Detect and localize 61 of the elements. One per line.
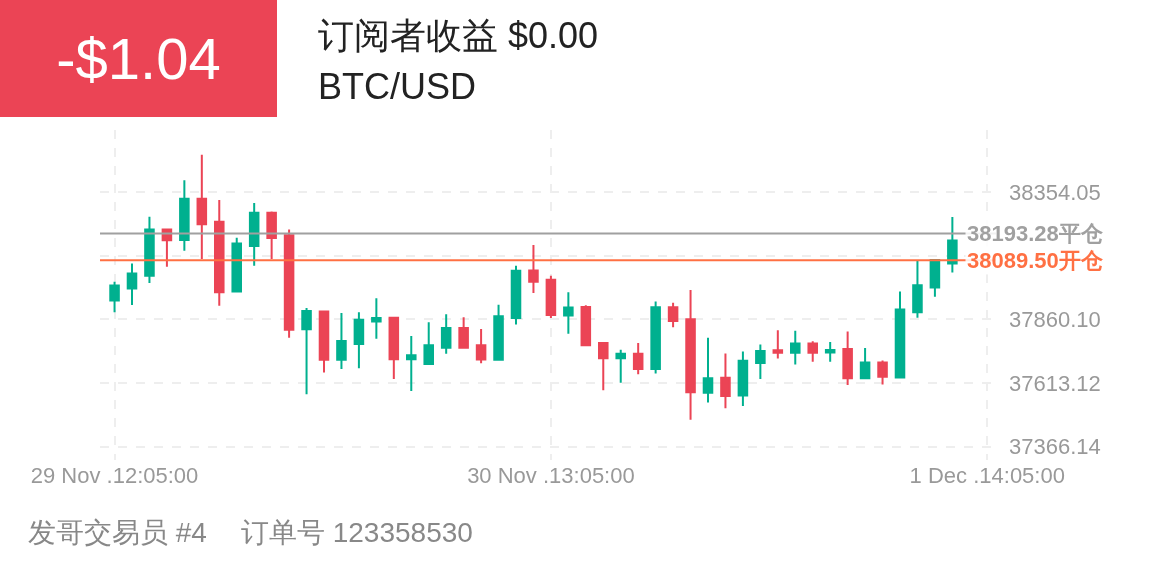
candlestick bbox=[737, 350, 749, 407]
candlestick bbox=[824, 341, 836, 363]
candlestick bbox=[126, 262, 138, 306]
candlestick bbox=[790, 329, 801, 366]
candlestick bbox=[283, 228, 295, 339]
candlestick bbox=[510, 264, 522, 326]
candlestick bbox=[406, 335, 417, 392]
candlestick bbox=[947, 216, 958, 274]
candlestick bbox=[702, 336, 714, 404]
text: 订单号 123358530 bbox=[240, 517, 473, 548]
x-tick-label: 1 Dec .14:05:00 bbox=[909, 463, 1065, 488]
candlestick bbox=[440, 313, 452, 355]
x-tick-label: 30 Nov .13:05:00 bbox=[467, 463, 635, 488]
candlestick bbox=[318, 310, 330, 374]
ref-line-label: 38193.28平仓 bbox=[967, 221, 1104, 246]
candlestick bbox=[720, 352, 731, 410]
candlestick bbox=[388, 316, 400, 381]
candlestick bbox=[859, 346, 871, 380]
candlestick bbox=[144, 215, 155, 285]
y-tick-label: 37613.12 bbox=[1009, 370, 1101, 396]
candlestick bbox=[580, 304, 592, 347]
candlestick bbox=[685, 288, 696, 421]
candlestick bbox=[563, 291, 574, 335]
ref-line-label: 38089.50开仓 bbox=[967, 248, 1104, 273]
x-tick-label: 29 Nov .12:05:00 bbox=[30, 463, 199, 488]
candlestick bbox=[545, 274, 557, 320]
candlestick bbox=[179, 179, 190, 252]
candlestick bbox=[301, 307, 312, 396]
candlestick bbox=[807, 340, 818, 363]
candlestick bbox=[650, 300, 661, 375]
candlestick bbox=[248, 201, 260, 267]
chart-title: 订阅者收益 $0.00 bbox=[318, 14, 599, 58]
candlestick bbox=[615, 348, 626, 384]
candlestick bbox=[632, 342, 644, 376]
text: 发哥交易员 #4 bbox=[28, 517, 207, 548]
candlestick bbox=[423, 321, 434, 365]
text: -$1.04 bbox=[0, 0, 277, 117]
candlestick bbox=[353, 311, 365, 370]
candlestick bbox=[475, 327, 487, 365]
candlestick bbox=[877, 359, 888, 386]
candlestick bbox=[667, 301, 679, 329]
candlestick bbox=[371, 297, 382, 340]
y-tick-label: 38354.05 bbox=[1009, 179, 1101, 205]
candlestick bbox=[196, 153, 208, 261]
chart-subtitle: BTC/USD bbox=[318, 66, 477, 108]
candlestick bbox=[336, 311, 347, 371]
y-tick-label: 37860.10 bbox=[1009, 307, 1101, 333]
candlestick bbox=[493, 303, 504, 362]
candlestick bbox=[772, 329, 784, 360]
candlestick bbox=[109, 280, 120, 314]
candlestick bbox=[214, 199, 225, 307]
candlestick bbox=[528, 243, 539, 295]
candlestick bbox=[842, 330, 853, 387]
candlestick bbox=[231, 236, 242, 293]
candlestick bbox=[755, 343, 766, 381]
candlestick bbox=[598, 341, 609, 392]
candlestick bbox=[266, 210, 277, 261]
candlestick bbox=[912, 259, 923, 319]
candlestick bbox=[458, 316, 469, 349]
candlestick bbox=[894, 290, 906, 379]
y-tick-label: 37366.14 bbox=[1009, 434, 1101, 460]
